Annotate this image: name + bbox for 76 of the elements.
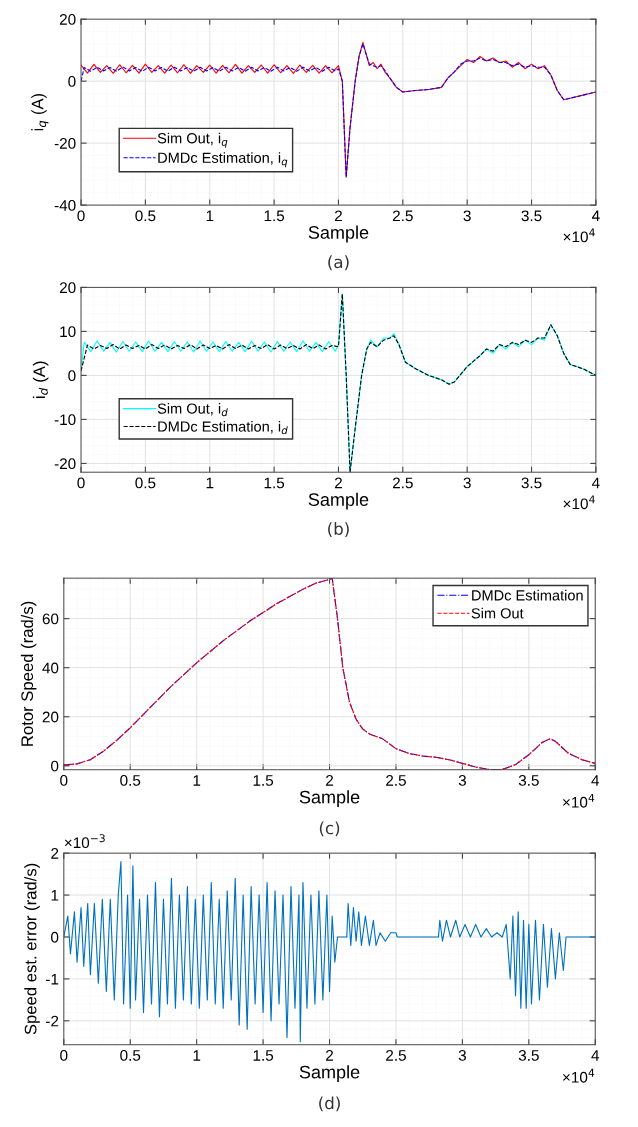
y-tick-label: 0 (68, 370, 76, 382)
x-tick-label: 3.5 (521, 210, 542, 222)
x-tick-label: 2 (326, 1049, 334, 1061)
y-axis-title: Rotor Speed (rad/s) (20, 601, 37, 746)
x-tick-label: 3.5 (518, 1049, 539, 1061)
legend-label: DMDc Estimation, i$_{q}$ (158, 152, 288, 168)
x-tick-label: 2 (334, 210, 342, 222)
y-tick-label: -1 (46, 973, 59, 985)
text: (a) (328, 255, 349, 271)
x-tick-label: 3 (458, 1049, 466, 1061)
x-tick-label: 3 (463, 477, 471, 489)
legend-label: Sim Out (471, 607, 524, 619)
text: ×10$^{−3}$ (64, 834, 105, 849)
y-tick-label: 1 (51, 890, 59, 901)
y-tick-label: 20 (42, 711, 59, 723)
x-tick-label: 1 (206, 210, 214, 222)
y-tick-label: 10 (60, 326, 76, 338)
y-axis-title: i$_{q}$ (A) (31, 93, 49, 131)
legend-label: Sim Out, i$_{d}$ (157, 403, 228, 417)
x-axis-title: Sample (299, 790, 360, 808)
y-tick-label: 20 (59, 14, 76, 25)
y-tick-label: -10 (54, 414, 76, 426)
y-tick-label: 0 (51, 760, 59, 772)
y-tick-label: -2 (46, 1015, 59, 1027)
x-tick-label: 1 (193, 775, 201, 786)
x-axis-title: Sample (308, 492, 369, 510)
y-tick-label: 20 (59, 282, 76, 294)
y-tick-label: -40 (54, 199, 76, 211)
x-tick-label: 3.5 (521, 477, 542, 489)
text: ×10$^{4}$ (563, 1068, 595, 1083)
x-tick-label: 4 (591, 775, 600, 786)
x-tick-label: 1.5 (253, 775, 274, 786)
y-axis-title: Speed est. error (rad/s) (24, 863, 40, 1035)
y-tick-label: 40 (42, 662, 59, 674)
x-axis-title: Sample (308, 225, 369, 243)
y-tick-label: -20 (54, 138, 76, 149)
text: ×10$^{4}$ (563, 228, 595, 243)
x-tick-label: 4 (591, 1050, 600, 1061)
x-tick-label: 3 (458, 775, 466, 786)
x-tick-label: 0.5 (120, 775, 141, 786)
line-series (63, 578, 596, 770)
legend-label: DMDc Estimation, i$_{d}$ (158, 421, 288, 435)
x-tick-label: 2.5 (392, 477, 413, 489)
x-tick-label: 0 (77, 477, 85, 489)
y-tick-label: 60 (42, 613, 59, 625)
x-tick-label: 1.5 (264, 477, 285, 489)
text: ×10$^{4}$ (563, 793, 595, 808)
text: (d) (319, 1096, 340, 1112)
x-tick-label: 0 (77, 210, 85, 222)
x-tick-label: 1 (193, 1050, 201, 1061)
y-tick-label: 0 (51, 931, 59, 943)
x-tick-label: 0.5 (135, 210, 156, 222)
x-tick-label: 3.5 (518, 775, 539, 786)
x-tick-label: 1.5 (253, 1050, 274, 1061)
x-tick-label: 1 (206, 477, 214, 489)
text: (b) (328, 522, 349, 537)
y-axis-title: i$_{d}$ (A) (32, 361, 49, 399)
x-tick-label: 2 (326, 775, 334, 786)
legend-label: Sim Out, i$_{q}$ (157, 132, 228, 148)
x-tick-label: 2 (334, 477, 342, 489)
y-tick-label: 0 (68, 76, 76, 87)
x-tick-label: 1.5 (264, 210, 285, 222)
x-tick-label: 2.5 (392, 210, 413, 222)
x-axis-title: Sample (299, 1065, 360, 1083)
x-tick-label: 2.5 (386, 1049, 406, 1061)
x-tick-label: 3 (463, 210, 471, 222)
x-tick-label: 0.5 (120, 1049, 141, 1061)
x-tick-label: 4 (591, 477, 600, 489)
text: (c) (319, 821, 340, 837)
y-tick-label: 2 (51, 848, 59, 859)
x-tick-label: 0.5 (135, 477, 156, 489)
legend-label: DMDc Estimation (472, 589, 583, 601)
x-tick-label: 4 (591, 210, 600, 222)
y-tick-label: -20 (54, 458, 76, 470)
x-tick-label: 2.5 (386, 775, 406, 786)
text: ×10$^{4}$ (563, 495, 595, 510)
